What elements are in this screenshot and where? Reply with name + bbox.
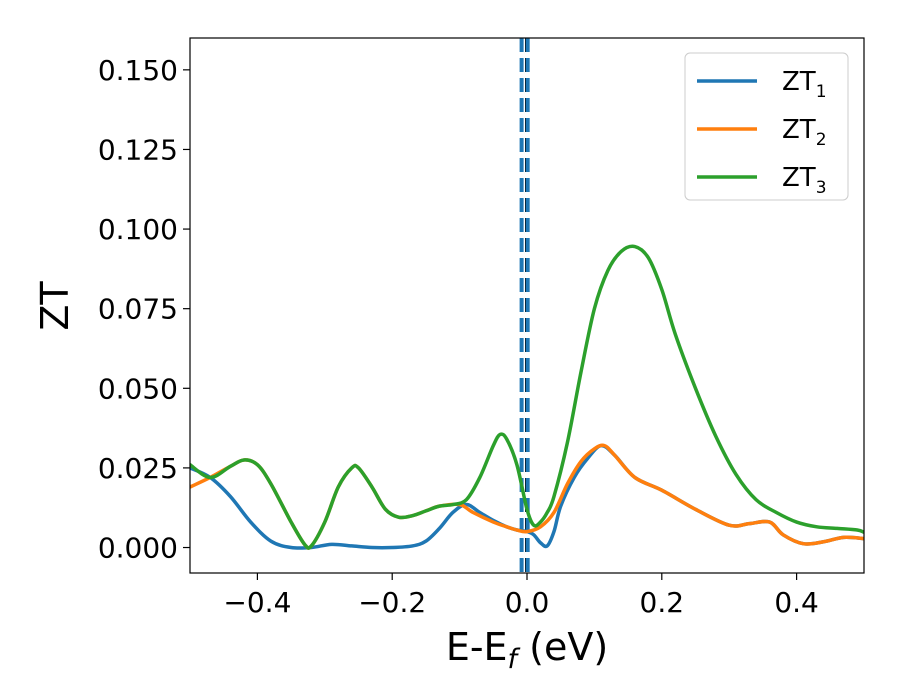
y-axis-label: ZT [33,281,77,331]
x-tick-label: 0.4 [774,586,819,619]
y-tick-label: 0.025 [98,452,178,485]
y-tick-label: 0.100 [98,213,178,246]
y-tick-label: 0.000 [98,532,178,565]
legend: ZT1 ZT2 ZT3 [684,52,849,201]
x-tick-label: 0.2 [640,586,685,619]
y-tick-label: 0.075 [98,293,178,326]
y-tick-label: 0.150 [98,54,178,87]
series-lines [190,244,864,550]
x-tick-label: −0.4 [223,586,291,619]
y-tick-label: 0.050 [98,372,178,405]
x-axis-label: E-Ef (eV) [446,625,608,675]
legend-label: ZT3 [782,163,827,198]
series-line-3 [190,244,864,550]
legend-label: ZT1 [782,67,827,102]
x-axis: −0.4 −0.2 0.0 0.2 0.4 [223,573,819,619]
legend-label: ZT2 [782,115,827,150]
legend-box [684,52,849,201]
x-tick-label: 0.0 [505,586,550,619]
x-tick-label: −0.2 [358,586,426,619]
y-axis: 0.000 0.025 0.050 0.075 0.100 0.125 0.150 [98,54,190,565]
y-tick-label: 0.125 [98,133,178,166]
